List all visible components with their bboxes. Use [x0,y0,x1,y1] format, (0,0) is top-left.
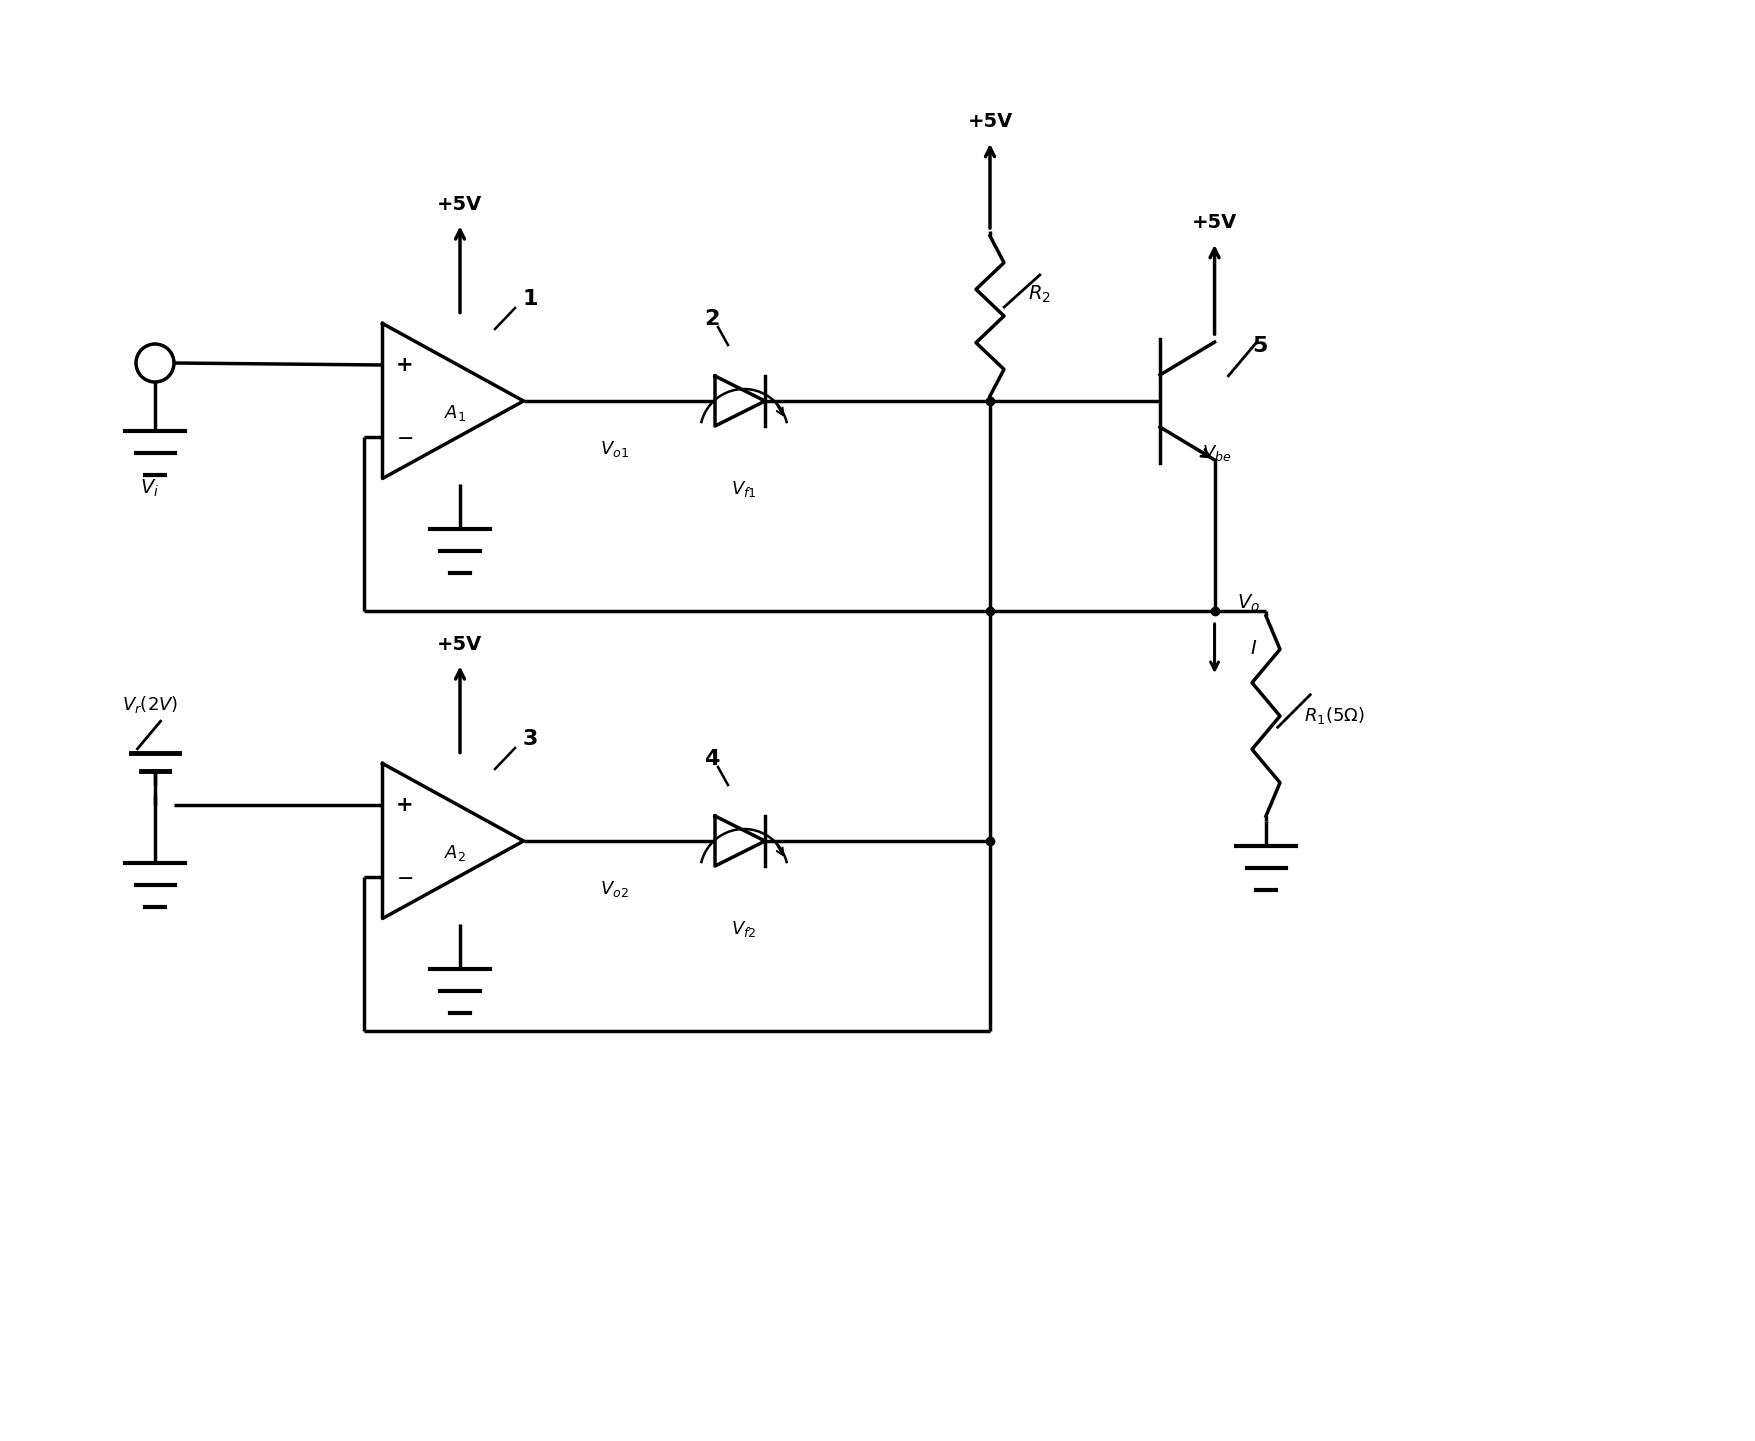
Text: $V_r(2V)$: $V_r(2V)$ [121,695,177,715]
Text: +: + [395,795,414,816]
Text: +: + [395,354,414,375]
Text: +5V: +5V [967,112,1013,131]
Text: $A_1$: $A_1$ [444,403,467,424]
Text: $R_2$: $R_2$ [1028,284,1051,304]
Text: 3: 3 [523,729,537,749]
Text: $V_{o1}$: $V_{o1}$ [600,440,628,460]
Text: +5V: +5V [1192,213,1237,232]
Text: $R_1(5\Omega)$: $R_1(5\Omega)$ [1304,706,1365,726]
Text: 4: 4 [704,749,720,769]
Text: $V_o$: $V_o$ [1237,592,1260,614]
Text: +5V: +5V [437,195,483,213]
Text: 5: 5 [1251,336,1267,356]
Text: $V_{be}$: $V_{be}$ [1202,442,1232,463]
Text: $V_{f2}$: $V_{f2}$ [732,919,756,940]
Text: 1: 1 [523,290,537,308]
Text: $-$: $-$ [397,427,412,447]
Text: +5V: +5V [437,634,483,654]
Text: $V_{f1}$: $V_{f1}$ [732,478,756,499]
Text: $I$: $I$ [1250,640,1257,659]
Text: $V_{o2}$: $V_{o2}$ [600,879,628,899]
Text: 2: 2 [704,308,720,329]
Text: $V_i$: $V_i$ [140,478,160,499]
Text: $-$: $-$ [397,867,412,888]
Text: $A_2$: $A_2$ [444,843,467,863]
